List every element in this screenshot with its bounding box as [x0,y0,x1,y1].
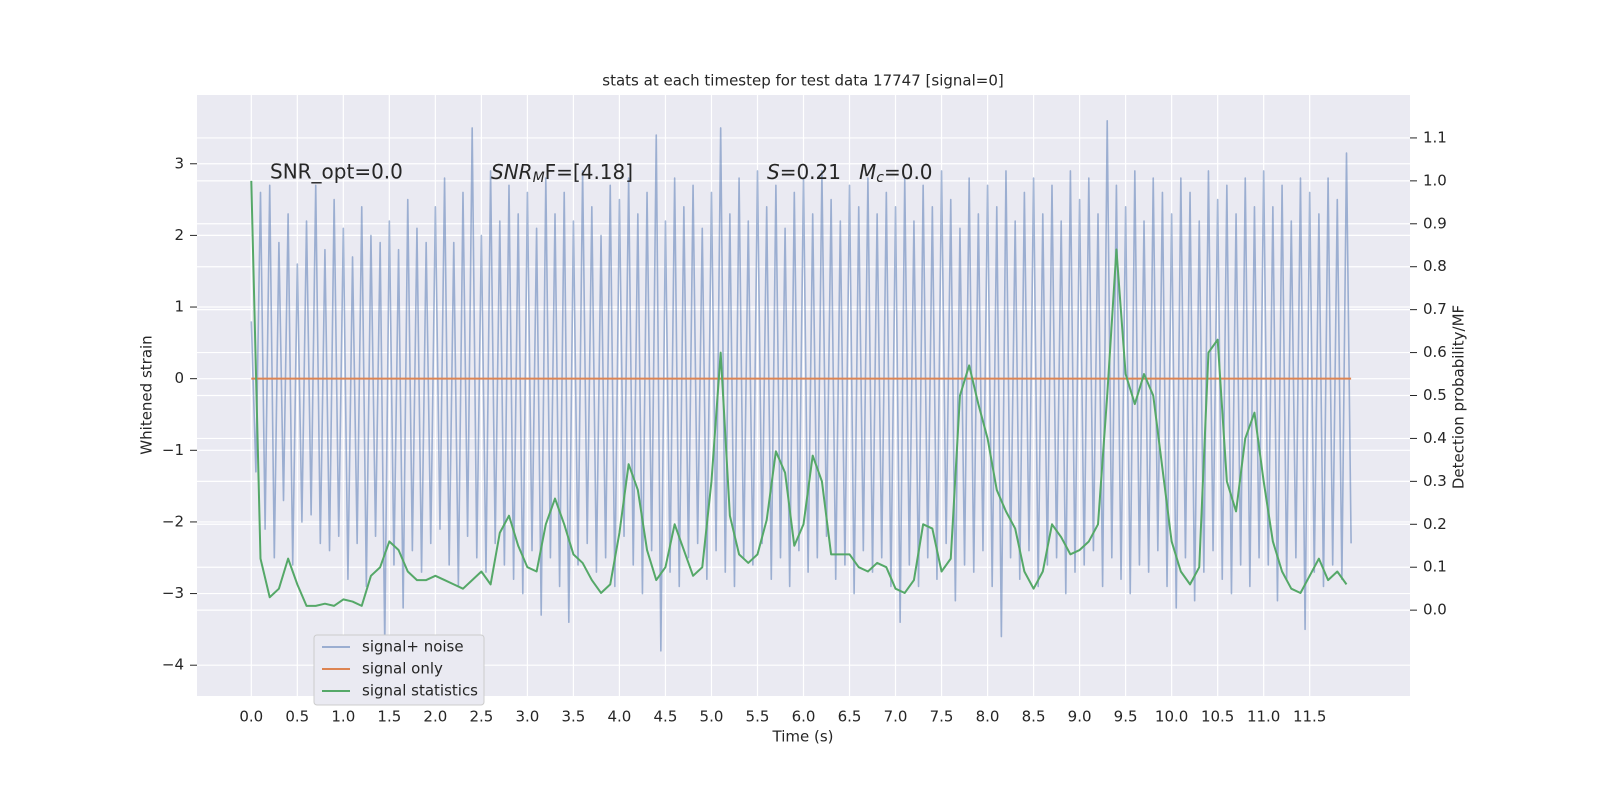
x-tick-label: 6.0 [792,708,816,726]
x-tick-label: 3.5 [561,708,585,726]
annotation-part: M [533,170,545,186]
x-tick-label: 1.0 [331,708,355,726]
x-tick-label: 3.0 [515,708,539,726]
chart-title: stats at each timestep for test data 177… [602,72,1003,90]
x-tick-label: 2.5 [469,708,493,726]
x-tick-label: 1.5 [377,708,401,726]
x-tick-label: 9.5 [1114,708,1138,726]
annotation-part: =0.21 [780,160,841,184]
annotation-part: F=[4.18] [545,160,633,184]
annotation-part: M [859,160,876,184]
x-tick-label: 0.5 [285,708,309,726]
y2-tick-label: 1.1 [1423,128,1447,146]
annotation-part: SNR [491,160,533,184]
y2-tick-label: 0.2 [1423,515,1447,533]
y2-tick-label: 1.0 [1423,171,1447,189]
x-axis-label: Time (s) [772,728,834,746]
x-tick-label: 6.5 [838,708,862,726]
marks [250,119,1352,652]
y-tick-label: −4 [162,656,184,674]
legend-label: signal only [362,660,443,678]
x-tick-label: 4.5 [654,708,678,726]
y2-tick-label: 0.8 [1423,257,1447,275]
x-tick-label: 7.5 [930,708,954,726]
y-tick-label: −1 [162,441,184,459]
legend-label: signal statistics [362,682,478,700]
y2-tick-label: 0.4 [1423,429,1447,447]
x-tick-label: 5.0 [700,708,724,726]
x-tick-label: 5.5 [746,708,770,726]
x-tick-label: 2.0 [423,708,447,726]
series-line [250,180,1348,607]
y-tick-label: −3 [162,584,184,602]
y2-tick-label: 0.1 [1423,558,1447,576]
annotations: SNR_opt=0.0 SNRMF=[4.18] S=0.21 Mc=0.0 [270,160,933,187]
x-tick-label: 8.0 [976,708,1000,726]
y-tick-label: 1 [174,298,184,316]
annotation: SNRMF=[4.18] [491,160,633,187]
annotation-part: c [876,170,884,186]
y-axis-label: Whitened strain [138,335,156,454]
annotation-part: S [767,160,780,184]
legend-box [313,634,485,706]
x-tick-label: 8.5 [1022,708,1046,726]
y2-tick-label: 0.6 [1423,343,1447,361]
y2-tick-label: 0.5 [1423,386,1447,404]
annotation-part: =0.0 [884,160,933,184]
x-tick-label: 4.0 [608,708,632,726]
y2-tick-label: 0.7 [1423,300,1447,318]
series-line [250,119,1352,652]
x-tick-label: 10.5 [1201,708,1234,726]
y2-tick-label: 0.0 [1423,601,1447,619]
x-tick-label: 10.0 [1155,708,1188,726]
y-tick-label: 2 [174,226,184,244]
annotation: S=0.21 [767,160,841,184]
x-tick-label: 0.0 [239,708,263,726]
annotation: SNR_opt=0.0 [270,160,403,184]
y2-tick-label: 0.3 [1423,472,1447,490]
x-tick-label: 7.0 [884,708,908,726]
x-tick-label: 11.5 [1293,708,1326,726]
annotation: Mc=0.0 [859,160,933,187]
y2-tick-label: 0.9 [1423,214,1447,232]
legend: signal+ noise signal only signal statistic… [313,634,485,706]
x-tick-label: 11.0 [1247,708,1280,726]
x-tick-label: 9.0 [1068,708,1092,726]
y-tick-label: −2 [162,512,184,530]
y-tick-label: 3 [174,154,184,172]
legend-label: signal+ noise [362,638,464,656]
y-tick-label: 0 [174,369,184,387]
y2-axis-label: Detection probability/MF [1450,305,1468,489]
